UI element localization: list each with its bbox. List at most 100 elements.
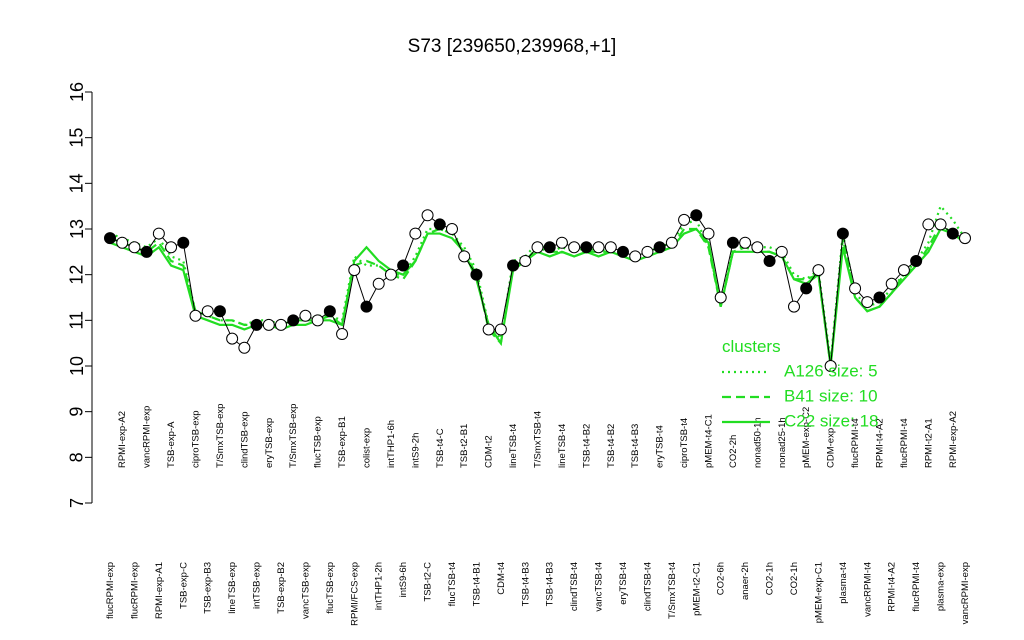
x-tick-label: vancTSB-exp [300, 562, 311, 619]
x-tick-label: vancRPMI-t4 [862, 562, 873, 617]
data-point [348, 264, 361, 277]
data-point [568, 241, 581, 254]
x-tick-label: anaer-2h [740, 562, 751, 600]
data-point [751, 241, 764, 254]
x-tick-label: nonad50-1h [752, 417, 763, 468]
data-point [604, 241, 617, 254]
y-tick-label: 8 [67, 452, 87, 462]
data-point [336, 328, 349, 341]
data-point [165, 241, 178, 254]
data-point [763, 254, 776, 267]
data-point [959, 232, 971, 245]
data-point [555, 236, 568, 249]
data-point [629, 250, 642, 263]
data-point [116, 236, 129, 249]
data-point [653, 241, 666, 254]
x-tick-label: RPMI-t4-A2 [875, 418, 886, 468]
data-point [299, 309, 312, 322]
data-point [885, 277, 898, 290]
data-point [421, 209, 434, 222]
data-point [409, 227, 422, 240]
x-tick-label: pMEM-exp-C1 [813, 562, 824, 623]
data-point [824, 360, 837, 372]
x-tick-label: vancTSB-t4 [594, 562, 605, 612]
x-tick-label: CO2-1h [789, 562, 800, 595]
data-point [275, 318, 287, 331]
y-tick-label: 11 [67, 311, 87, 330]
x-tick-label: T/SmxTSB-t4 [533, 411, 544, 468]
y-tick-label: 15 [67, 128, 87, 148]
data-point [665, 236, 678, 249]
x-tick-label: ciproTSB-exp [191, 410, 202, 468]
x-tick-label: clindTSB-t4 [569, 562, 580, 611]
legend-label: B41 size: 10 [784, 386, 878, 405]
data-point [226, 332, 239, 345]
y-tick-label: 12 [67, 265, 87, 285]
data-point [104, 232, 116, 245]
x-tick-label: RPMI-exp-A1 [154, 562, 165, 619]
data-point [384, 268, 397, 281]
x-tick-label: nonad25-1h [777, 417, 788, 468]
x-tick-label: pMEM-t2-C1 [691, 562, 702, 616]
y-tick-label: 14 [67, 173, 87, 193]
x-tick-label: flucTSB-t4 [447, 562, 458, 606]
data-point [836, 227, 849, 240]
x-tick-label: CO2-6h [716, 562, 727, 595]
x-tick-label: TSB-exp-C [178, 562, 189, 609]
x-tick-label: T/SmxTSB-t4 [667, 562, 678, 619]
data-point [702, 227, 715, 240]
x-tick-label: intTHP1-6h [386, 420, 397, 468]
x-tick-label: TSB-t2-C [423, 562, 434, 602]
y-tick-label: 9 [67, 407, 87, 417]
x-tick-label: TSB-exp-B1 [337, 416, 348, 468]
data-point [641, 245, 654, 258]
x-tick-label: eryTSB-t4 [655, 425, 666, 468]
data-point [812, 264, 825, 277]
x-tick-label: flucRPMI-exp [129, 562, 140, 619]
x-tick-label: TSB-t4-B2 [581, 424, 592, 468]
cluster-line [109, 204, 966, 362]
data-point [873, 291, 886, 304]
x-tick-label: TSB-t4-B3 [520, 562, 531, 606]
data-point [861, 296, 874, 309]
x-tick-label: T/SmxTSB-exp [215, 404, 226, 468]
x-tick-label: TSB-t4-C [435, 428, 446, 468]
data-point [726, 236, 739, 249]
x-tick-label: CO2-1h [765, 562, 776, 595]
y-tick-label: 13 [67, 219, 87, 239]
x-tick-label: CDM-t2 [484, 435, 495, 468]
x-tick-label: flucRPMI-t4 [899, 418, 910, 468]
data-point [775, 245, 788, 258]
x-tick-label: eryTSB-t4 [618, 562, 629, 605]
data-point [678, 213, 691, 226]
x-tick-label: TSB-exp-B3 [203, 562, 214, 614]
data-point [690, 209, 703, 222]
x-tick-label: flucRPMI-t4 [850, 418, 861, 468]
x-tick-label: plasma-exp [936, 562, 947, 611]
x-tick-label: ciproTSB-t4 [679, 418, 690, 468]
data-point [800, 282, 813, 295]
data-point [507, 259, 520, 272]
x-tick-label: CO2-2h [728, 435, 739, 468]
data-point [849, 282, 862, 295]
x-tick-label: lineTSB-t4 [557, 424, 568, 468]
data-point [470, 268, 483, 281]
data-point [946, 227, 959, 240]
data-point [446, 223, 458, 235]
data-point [311, 314, 324, 327]
x-tick-label: RPMI-exp-A2 [948, 411, 959, 468]
data-line [109, 214, 966, 367]
data-point [262, 318, 275, 331]
x-tick-label: T/SmxTSB-exp [288, 404, 299, 468]
x-tick-label: flucRPMI-exp [105, 562, 116, 619]
y-tick-label: 7 [67, 498, 87, 508]
data-point [152, 227, 165, 240]
x-tick-label: pMEM-t4-C1 [704, 414, 715, 468]
data-point [714, 291, 727, 304]
legend-title: clusters [722, 337, 781, 356]
data-point [360, 300, 373, 313]
data-point [494, 323, 507, 336]
data-point [910, 254, 923, 267]
y-tick-label: 10 [67, 356, 87, 376]
